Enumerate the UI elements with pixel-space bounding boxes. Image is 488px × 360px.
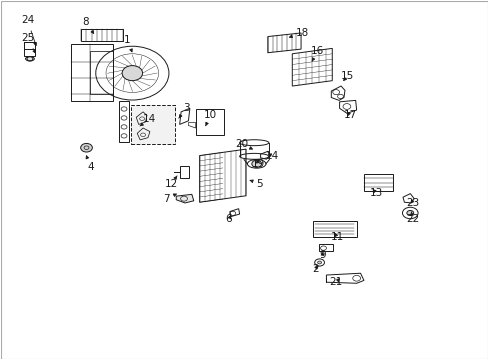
Text: 9: 9: [319, 250, 325, 260]
Polygon shape: [176, 194, 193, 203]
Text: 18: 18: [289, 28, 308, 38]
Text: 7: 7: [163, 194, 176, 204]
Text: 19: 19: [251, 159, 264, 169]
Text: 14: 14: [140, 114, 156, 126]
Bar: [90, 51, 113, 94]
Text: 3: 3: [178, 103, 189, 118]
Bar: [180, 166, 188, 178]
Circle shape: [251, 160, 261, 167]
Circle shape: [406, 211, 413, 216]
Circle shape: [81, 143, 92, 152]
Text: 20: 20: [235, 139, 252, 149]
Text: 12: 12: [164, 176, 178, 189]
Bar: [312, 221, 356, 237]
Bar: [71, 44, 113, 101]
Text: 17: 17: [344, 111, 357, 121]
Text: 21: 21: [329, 277, 342, 287]
Bar: [318, 244, 332, 251]
Ellipse shape: [25, 57, 34, 61]
Text: 13: 13: [369, 188, 382, 198]
Text: 24: 24: [21, 15, 37, 46]
Text: 15: 15: [341, 71, 354, 81]
Text: 22: 22: [405, 212, 419, 224]
Text: 23: 23: [405, 198, 419, 208]
Text: 2: 2: [311, 264, 318, 274]
Circle shape: [122, 66, 142, 81]
Bar: [81, 30, 122, 41]
Bar: [24, 42, 35, 56]
Text: 10: 10: [203, 111, 217, 126]
Bar: [363, 174, 392, 192]
Bar: [119, 101, 129, 142]
Bar: [195, 109, 224, 135]
Text: 5: 5: [249, 179, 262, 189]
Text: 25: 25: [21, 33, 36, 53]
Text: 4: 4: [86, 156, 94, 172]
Bar: [131, 105, 175, 144]
Circle shape: [317, 261, 321, 264]
Text: 6: 6: [225, 215, 232, 224]
Text: 16: 16: [310, 46, 324, 61]
Text: 1: 1: [124, 35, 132, 52]
Text: 11: 11: [330, 232, 343, 242]
Text: 14: 14: [265, 150, 279, 161]
Text: 8: 8: [82, 17, 94, 33]
